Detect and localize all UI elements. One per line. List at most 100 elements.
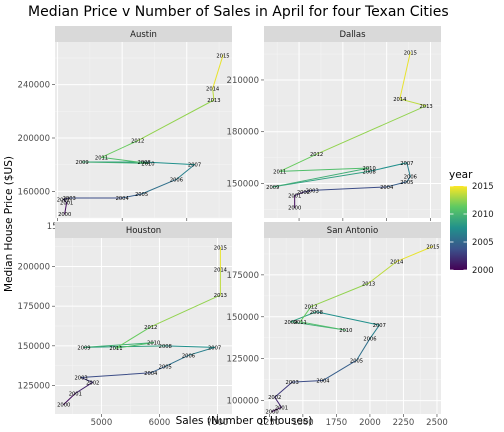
- panel-austin: Austin1500200025001600002000002400002000…: [18, 26, 232, 232]
- x-tick-label: 2500: [426, 418, 448, 428]
- year-label-2006: 2006: [170, 177, 183, 183]
- x-tick-label: 6000: [149, 418, 171, 428]
- year-label-2000: 2000: [288, 206, 301, 212]
- year-label-2004: 2004: [116, 196, 130, 202]
- path-segment-2001-2002: [274, 396, 282, 408]
- year-label-2011: 2011: [294, 320, 307, 326]
- legend-label-2005: 2005: [472, 238, 494, 248]
- year-label-2010: 2010: [147, 341, 160, 347]
- path-segment-2009-2010: [272, 167, 370, 188]
- x-tick-label: 2250: [393, 418, 415, 428]
- path-segment-2011-2012: [101, 140, 139, 158]
- year-label-2009: 2009: [76, 160, 89, 166]
- year-label-2004: 2004: [316, 378, 330, 384]
- year-label-2003: 2003: [286, 380, 299, 386]
- panel-background: [55, 42, 232, 218]
- path-segment-2002-2003: [274, 381, 293, 398]
- panel-dallas: Dallas4000450050005500150000180000210000…: [227, 26, 441, 232]
- year-label-2001: 2001: [288, 194, 301, 200]
- path-segment-2012-2013: [310, 282, 370, 308]
- path-segment-2007-2008: [368, 162, 408, 172]
- panel-background: [264, 238, 441, 414]
- year-label-2015: 2015: [404, 50, 417, 56]
- path-segment-2010-2011: [115, 342, 155, 349]
- year-label-2011: 2011: [109, 346, 122, 352]
- path-segment-2005-2006: [406, 176, 411, 183]
- y-tick-label: 100000: [227, 397, 259, 407]
- year-label-2010: 2010: [363, 166, 376, 172]
- year-label-2000: 2000: [57, 402, 70, 408]
- year-label-2014: 2014: [206, 87, 220, 93]
- path-segment-2011-2012: [279, 153, 318, 172]
- year-label-2007: 2007: [373, 323, 386, 329]
- y-tick-label: 125000: [227, 355, 259, 365]
- year-label-2004: 2004: [144, 371, 158, 377]
- year-label-2002: 2002: [268, 395, 281, 401]
- year-label-2014: 2014: [393, 97, 407, 103]
- facet-strip-label: Dallas: [339, 30, 366, 40]
- path-segment-2007-2008: [143, 161, 196, 166]
- year-label-2001: 2001: [275, 405, 288, 411]
- path-segment-2012-2013: [150, 294, 221, 328]
- path-segment-2014-2015: [396, 245, 434, 262]
- year-label-2012: 2012: [131, 139, 144, 145]
- year-label-2005: 2005: [135, 192, 148, 198]
- path-segment-2012-2013: [316, 105, 427, 155]
- facet-strip-label: San Antonio: [327, 226, 378, 236]
- path-segment-2001-2002: [74, 381, 94, 394]
- y-tick-label: 210000: [227, 76, 259, 86]
- path-segment-2001-2002: [62, 198, 68, 204]
- path-segment-2006-2007: [187, 346, 216, 356]
- path-segment-2002-2003: [80, 377, 94, 383]
- year-label-2007: 2007: [208, 345, 221, 351]
- year-label-2012: 2012: [144, 325, 157, 331]
- path-segment-2006-2007: [175, 164, 196, 180]
- y-tick-label: 240000: [18, 81, 50, 91]
- panel-san-antonio: San Antonio 1250 1500 1750 2000 2250 2500 10000…: [227, 222, 448, 428]
- path-segment-2009-2010: [81, 161, 149, 164]
- legend-label-2010: 2010: [472, 210, 494, 220]
- path-segment-2000-2001: [271, 406, 282, 412]
- year-label-2000: 2000: [58, 212, 71, 218]
- year-label-2000: 2000: [265, 409, 278, 415]
- year-label-2015: 2015: [426, 244, 439, 250]
- path-segment-2013-2014: [399, 98, 427, 107]
- year-label-2015: 2015: [216, 53, 229, 59]
- year-label-2014: 2014: [214, 268, 228, 274]
- year-label-2003: 2003: [63, 196, 76, 202]
- y-tick-label: 125000: [18, 381, 50, 391]
- x-tick-label: 2000: [359, 418, 381, 428]
- x-tick-label: 1750: [326, 418, 348, 428]
- path-segment-2003-2004: [80, 372, 152, 379]
- x-tick-label: 1250: [259, 418, 281, 428]
- year-label-2014: 2014: [390, 259, 404, 265]
- panel-houston: Houston 5000 6000 7000 125000 150000 175000 200…: [18, 222, 232, 428]
- path-segment-2011-2012: [299, 306, 312, 323]
- path-segment-2005-2006: [356, 338, 371, 361]
- year-label-2002: 2002: [297, 190, 310, 196]
- year-label-2001: 2001: [69, 391, 82, 397]
- path-segment-2013-2014: [212, 88, 215, 101]
- year-label-2008: 2008: [363, 169, 376, 175]
- path-segment-2013-2014: [368, 260, 398, 284]
- y-tick-label: 150000: [18, 342, 50, 352]
- y-axis-title: Median House Price ($US): [3, 156, 15, 292]
- year-label-2002: 2002: [57, 197, 70, 203]
- y-tick-label: 160000: [18, 187, 50, 197]
- path-segment-2005-2006: [141, 178, 177, 195]
- year-label-2015: 2015: [214, 246, 227, 252]
- path-segment-2012-2013: [137, 99, 215, 142]
- year-label-2007: 2007: [188, 163, 201, 169]
- year-label-2009: 2009: [284, 320, 297, 326]
- facet-strip-label: Houston: [126, 226, 161, 236]
- facet-strip: [55, 222, 232, 238]
- path-segment-2014-2015: [212, 54, 224, 90]
- path-segment-2011-2012: [115, 326, 152, 349]
- year-label-2009: 2009: [77, 345, 90, 351]
- y-tick-label: 150000: [227, 313, 259, 323]
- y-tick-label: 150000: [227, 179, 259, 189]
- color-legend: year 2000 2005 2010 2015: [449, 169, 494, 276]
- path-segment-2000-2001: [63, 392, 76, 405]
- year-label-2010: 2010: [141, 161, 154, 167]
- path-segment-2004-2005: [386, 181, 408, 188]
